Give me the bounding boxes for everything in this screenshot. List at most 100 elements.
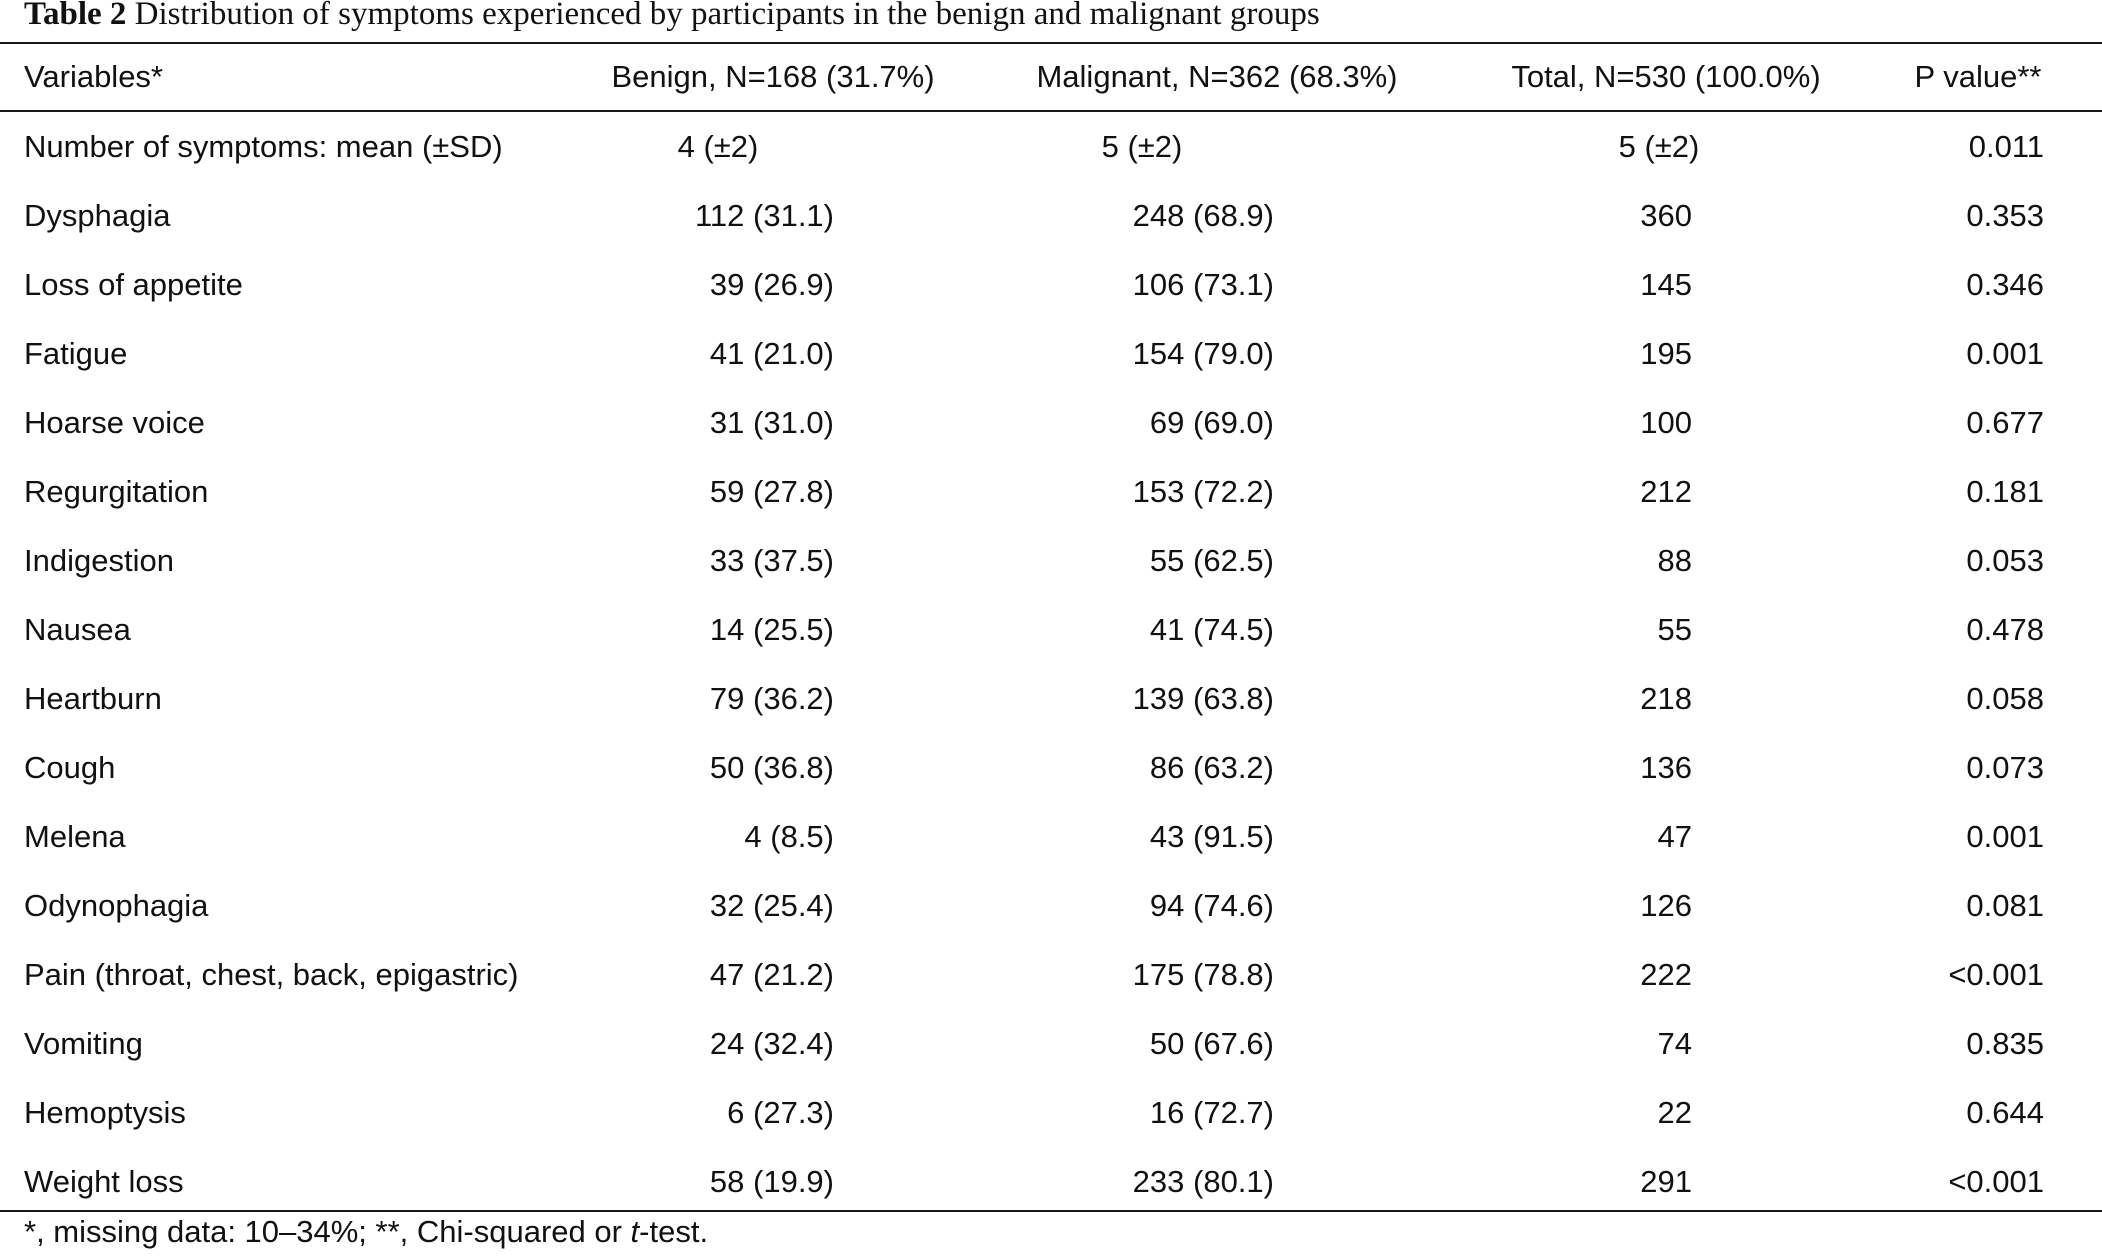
cell-total: 291	[1640, 1164, 1692, 1199]
table-row: Cough 50 (36.8) 86 (63.2) 136 0.073	[0, 733, 2102, 802]
cell-total: 22	[1657, 1095, 1692, 1130]
cell-benign: 79 (36.2)	[709, 681, 834, 716]
table-row: Fatigue 41 (21.0) 154 (79.0) 195 0.001	[0, 319, 2102, 388]
cell-p-value: 0.353	[1966, 198, 2044, 233]
cell-p-value: 0.644	[1966, 1095, 2044, 1130]
cell-benign: 41 (21.0)	[709, 336, 834, 371]
cell-p-value: 0.677	[1966, 405, 2044, 440]
table-caption-label: Table 2	[24, 0, 127, 32]
cell-malignant: 16 (72.7)	[1149, 1095, 1274, 1130]
cell-malignant: 43 (91.5)	[1149, 819, 1274, 854]
cell-total: 47	[1657, 819, 1692, 854]
cell-benign: 32 (25.4)	[709, 888, 834, 923]
cell-malignant: 153 (72.2)	[1132, 474, 1274, 509]
cell-total: 74	[1657, 1026, 1692, 1061]
cell-malignant: 233 (80.1)	[1132, 1164, 1274, 1199]
cell-variable: Fatigue	[24, 336, 128, 371]
cell-variable: Hoarse voice	[24, 405, 205, 440]
cell-total: 145	[1640, 267, 1692, 302]
cell-p-value: <0.001	[1948, 957, 2044, 992]
table-row: Number of symptoms: mean (±SD) 4 (±2) 5 (±…	[0, 112, 2102, 181]
cell-p-value: 0.011	[1968, 129, 2044, 164]
cell-variable: Vomiting	[24, 1026, 143, 1061]
table-row: Weight loss 58 (19.9) 233 (80.1) 291 <0.001	[0, 1147, 2102, 1216]
cell-total: 126	[1640, 888, 1692, 923]
table-row: Vomiting 24 (32.4) 50 (67.6) 74 0.835	[0, 1009, 2102, 1078]
cell-malignant: 50 (67.6)	[1149, 1026, 1274, 1061]
cell-benign: 33 (37.5)	[709, 543, 834, 578]
cell-malignant: 86 (63.2)	[1149, 750, 1274, 785]
table-row: Hoarse voice 31 (31.0) 69 (69.0) 100 0.677	[0, 388, 2102, 457]
cell-benign: 6 (27.3)	[727, 1095, 834, 1130]
cell-variable: Hemoptysis	[24, 1095, 186, 1130]
cell-variable: Dysphagia	[24, 198, 171, 233]
cell-malignant: 154 (79.0)	[1132, 336, 1274, 371]
cell-total: 195	[1640, 336, 1692, 371]
cell-variable: Loss of appetite	[24, 267, 243, 302]
header-p-value: P value**	[1914, 59, 2042, 94]
table-footnote: *, missing data: 10–34%; **, Chi-squared…	[24, 1212, 708, 1252]
cell-benign: 31 (31.0)	[709, 405, 834, 440]
cell-benign: 14 (25.5)	[709, 612, 834, 647]
cell-benign: 4 (±2)	[677, 129, 759, 164]
cell-variable: Indigestion	[24, 543, 174, 578]
cell-total: 222	[1640, 957, 1692, 992]
cell-variable: Odynophagia	[24, 888, 209, 923]
cell-variable: Weight loss	[24, 1164, 184, 1199]
cell-malignant: 139 (63.8)	[1132, 681, 1274, 716]
cell-benign: 112 (31.1)	[694, 198, 834, 233]
cell-variable: Nausea	[24, 612, 131, 647]
header-variables: Variables*	[24, 59, 164, 94]
table-caption: Table 2 Distribution of symptoms experie…	[24, 0, 1320, 34]
table-row: Indigestion 33 (37.5) 55 (62.5) 88 0.053	[0, 526, 2102, 595]
table-row: Nausea 14 (25.5) 41 (74.5) 55 0.478	[0, 595, 2102, 664]
cell-malignant: 55 (62.5)	[1149, 543, 1274, 578]
cell-p-value: 0.058	[1966, 681, 2044, 716]
table-row: Dysphagia 112 (31.1) 248 (68.9) 360 0.353	[0, 181, 2102, 250]
cell-malignant: 175 (78.8)	[1132, 957, 1274, 992]
table-header-row: Variables* Benign, N=168 (31.7%) Maligna…	[0, 42, 2102, 111]
cell-malignant: 41 (74.5)	[1149, 612, 1274, 647]
header-total: Total, N=530 (100.0%)	[1511, 59, 1821, 94]
cell-benign: 59 (27.8)	[709, 474, 834, 509]
cell-p-value: <0.001	[1948, 1164, 2044, 1199]
table-row: Melena 4 (8.5) 43 (91.5) 47 0.001	[0, 802, 2102, 871]
cell-benign: 47 (21.2)	[709, 957, 834, 992]
cell-total: 55	[1657, 612, 1692, 647]
cell-malignant: 248 (68.9)	[1132, 198, 1274, 233]
cell-malignant: 5 (±2)	[1101, 129, 1183, 164]
cell-malignant: 94 (74.6)	[1149, 888, 1274, 923]
cell-variable: Cough	[24, 750, 116, 785]
cell-variable: Heartburn	[24, 681, 162, 716]
cell-p-value: 0.053	[1966, 543, 2044, 578]
cell-total: 5 (±2)	[1618, 129, 1700, 164]
table-header-rule	[0, 110, 2102, 112]
cell-total: 100	[1640, 405, 1692, 440]
cell-total: 88	[1657, 543, 1692, 578]
cell-p-value: 0.835	[1966, 1026, 2044, 1061]
table-row: Loss of appetite 39 (26.9) 106 (73.1) 145 0.…	[0, 250, 2102, 319]
cell-benign: 50 (36.8)	[709, 750, 834, 785]
cell-p-value: 0.081	[1966, 888, 2044, 923]
table-row: Odynophagia 32 (25.4) 94 (74.6) 126 0.081	[0, 871, 2102, 940]
table-row: Regurgitation 59 (27.8) 153 (72.2) 212 0.181	[0, 457, 2102, 526]
cell-p-value: 0.001	[1966, 819, 2044, 854]
cell-benign: 58 (19.9)	[709, 1164, 834, 1199]
cell-total: 218	[1640, 681, 1692, 716]
cell-variable: Pain (throat, chest, back, epigastric)	[24, 957, 519, 992]
header-benign: Benign, N=168 (31.7%)	[611, 59, 935, 94]
cell-total: 360	[1640, 198, 1692, 233]
cell-variable: Regurgitation	[24, 474, 209, 509]
cell-malignant: 69 (69.0)	[1149, 405, 1274, 440]
cell-benign: 4 (8.5)	[744, 819, 834, 854]
cell-p-value: 0.181	[1966, 474, 2044, 509]
cell-malignant: 106 (73.1)	[1132, 267, 1274, 302]
table-row: Heartburn 79 (36.2) 139 (63.8) 218 0.058	[0, 664, 2102, 733]
table-caption-text: Distribution of symptoms experienced by …	[126, 0, 1320, 32]
footnote-italic-t: t	[630, 1214, 640, 1249]
table-row: Pain (throat, chest, back, epigastric) 47…	[0, 940, 2102, 1009]
table-bottom-rule	[0, 1210, 2102, 1212]
cell-total: 136	[1640, 750, 1692, 785]
footnote-text-start: *, missing data: 10–34%; **, Chi-squared…	[24, 1214, 631, 1249]
table-top-rule	[0, 42, 2102, 44]
